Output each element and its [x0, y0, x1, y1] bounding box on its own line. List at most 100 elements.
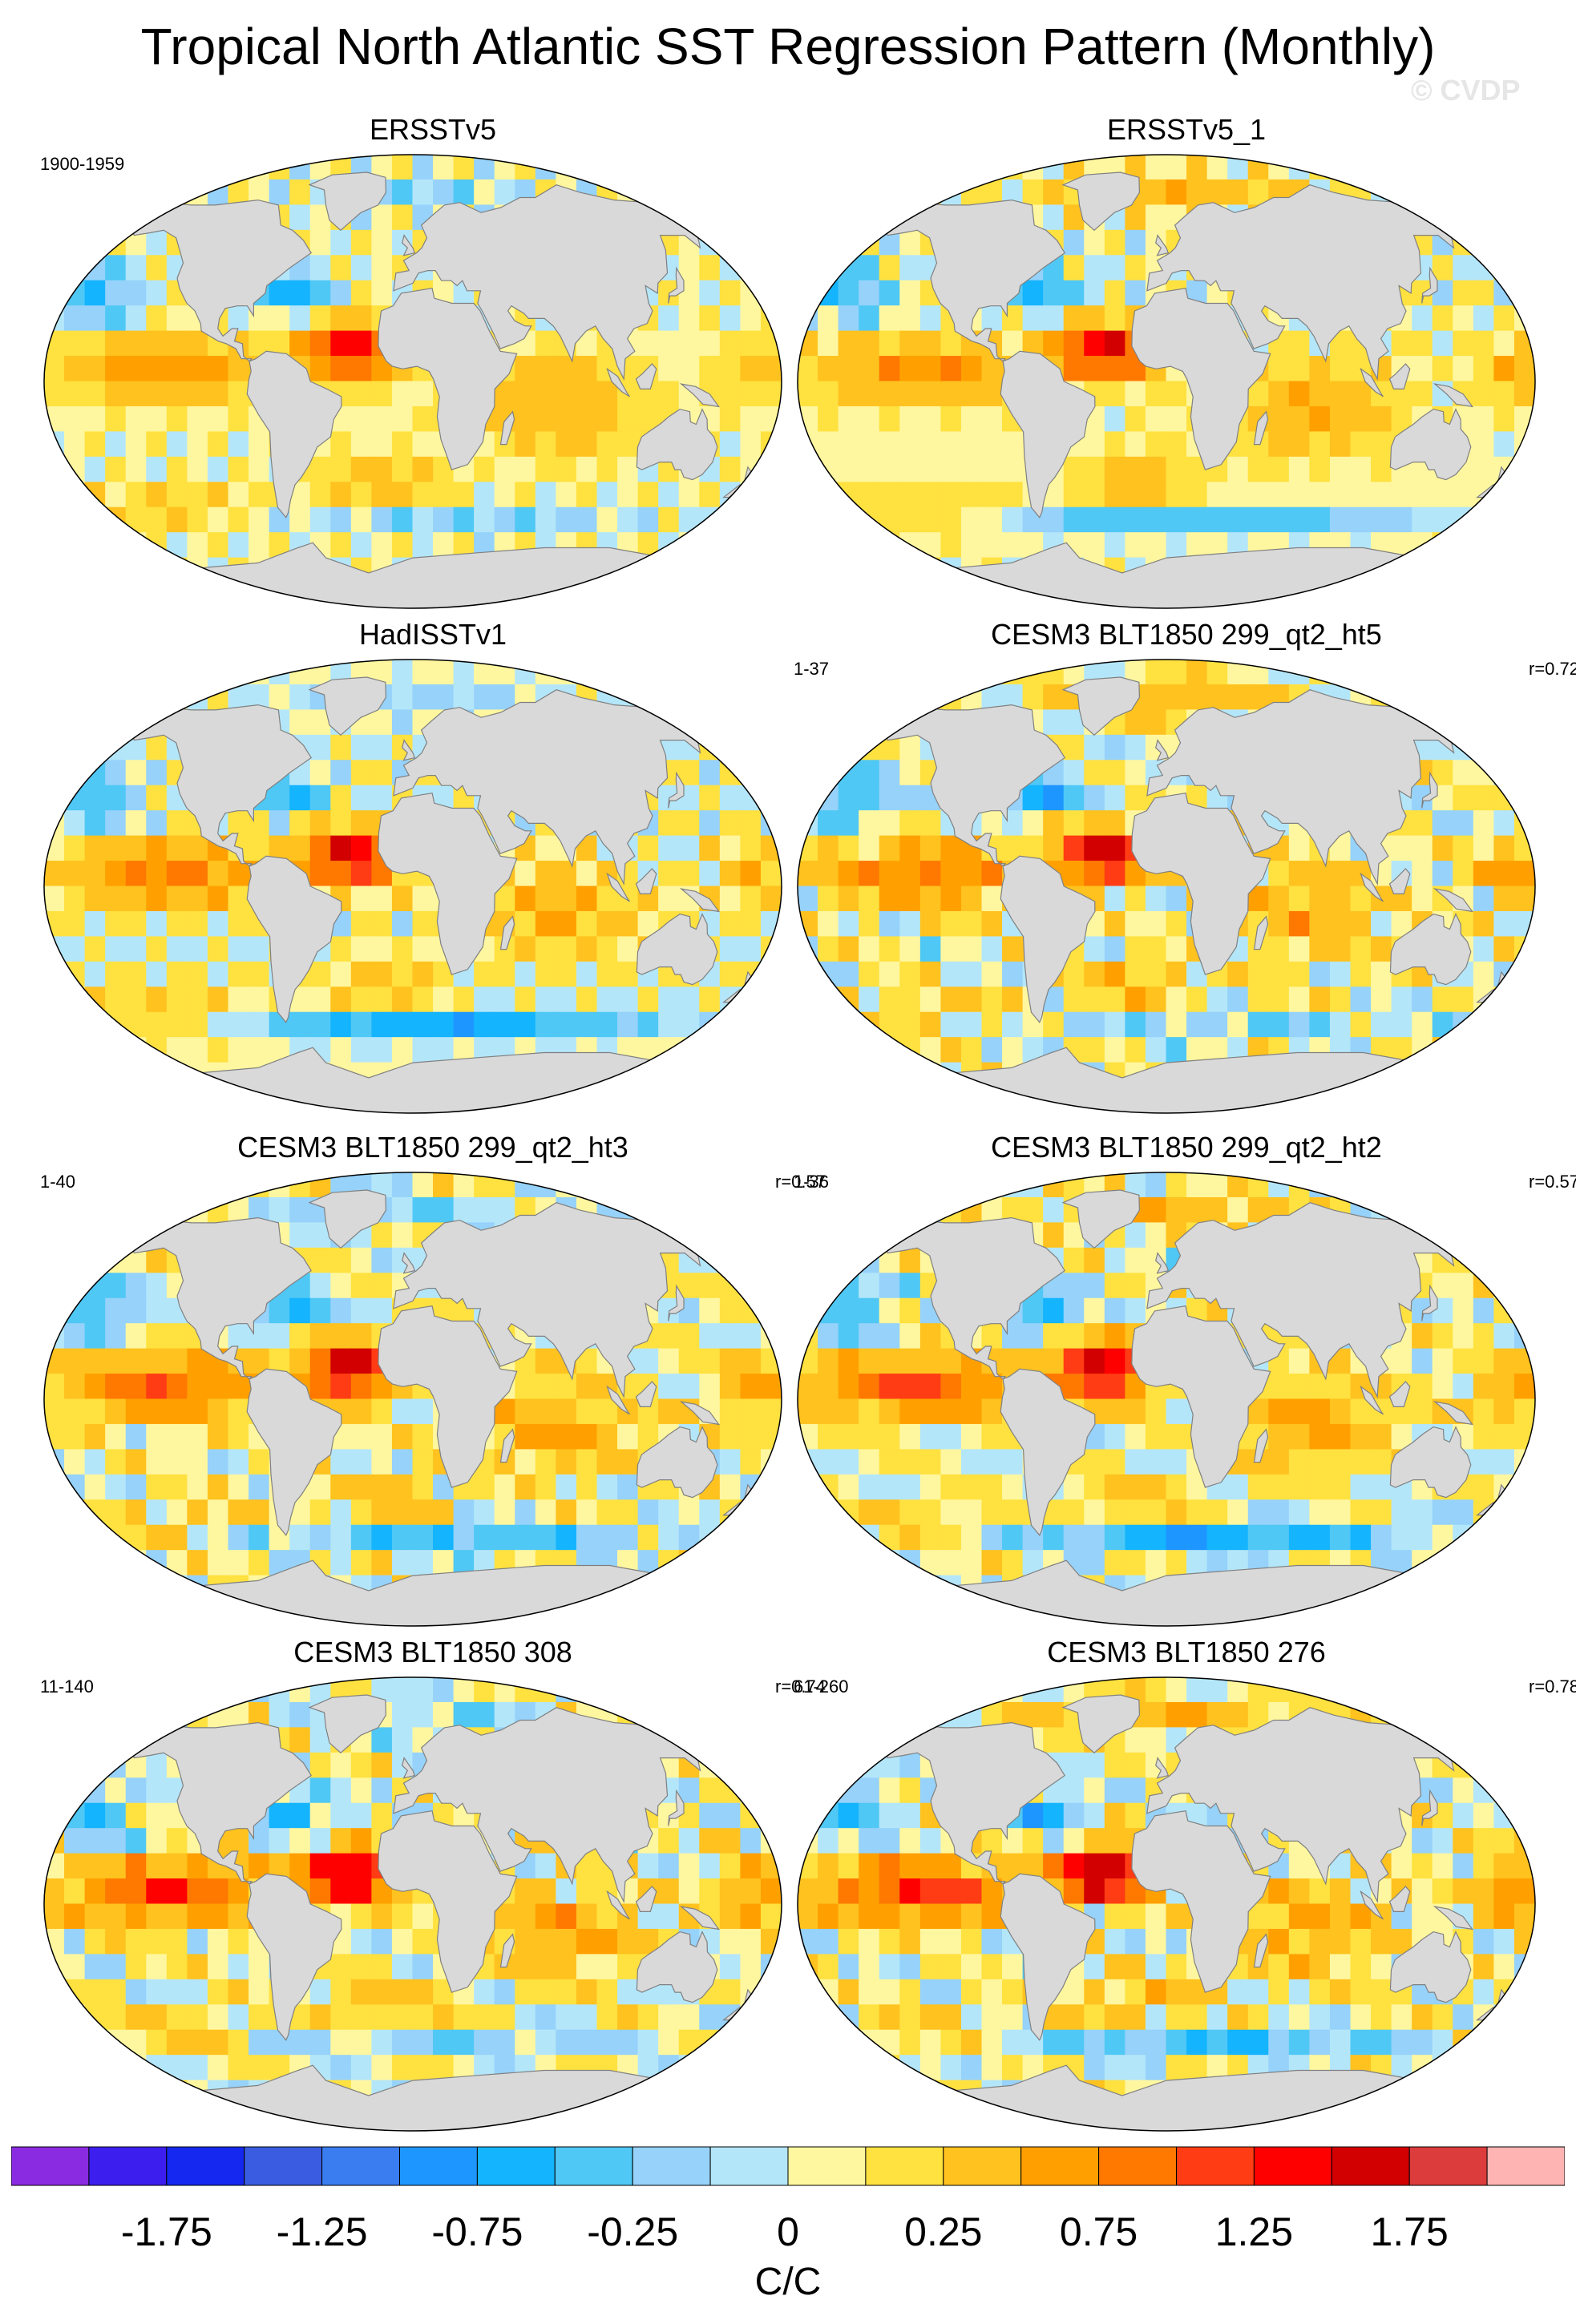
sst-cell	[309, 1474, 332, 1501]
sst-cell	[1002, 506, 1024, 534]
sst-cell	[1063, 1524, 1085, 1551]
sst-cell	[187, 2055, 208, 2081]
sst-cell	[289, 305, 311, 332]
sst-cell	[228, 2055, 250, 2081]
sst-cell	[84, 1575, 107, 1602]
sst-cell	[350, 1903, 373, 1930]
sst-cell	[412, 2055, 434, 2081]
sst-cell	[719, 1954, 742, 1980]
sst-cell	[64, 1727, 86, 1753]
sst-cell	[166, 179, 188, 206]
sst-cell	[146, 986, 168, 1013]
sst-cell	[699, 1196, 721, 1224]
sst-cell	[391, 1474, 414, 1501]
land-newGuinea	[1433, 1401, 1474, 1426]
sst-cell	[1371, 482, 1392, 508]
sst-cell	[981, 961, 1004, 988]
sst-cell	[391, 709, 414, 736]
sst-cell	[719, 1828, 742, 1854]
sst-cell	[899, 1374, 921, 1400]
sst-cell	[1043, 1524, 1065, 1551]
sst-cell	[494, 2004, 516, 2031]
sst-cell	[1432, 1701, 1454, 1729]
sst-cell	[187, 1677, 208, 1703]
sst-cell	[719, 785, 742, 812]
sst-cell	[940, 532, 962, 559]
sst-cell	[1002, 155, 1024, 180]
sst-cell	[1412, 1701, 1433, 1729]
sst-cell	[1043, 785, 1065, 812]
sst-cell	[535, 961, 557, 988]
sst-cell	[309, 280, 332, 307]
sst-cell	[1412, 1172, 1433, 1198]
sst-cell	[1166, 1499, 1188, 1526]
sst-cell	[760, 1499, 782, 1526]
sst-cell	[105, 330, 127, 357]
sst-cell	[166, 1172, 188, 1198]
sst-cell	[1309, 1374, 1331, 1400]
sst-cell	[1084, 1752, 1105, 1779]
sst-cell	[1432, 1600, 1454, 1626]
sst-cell	[1453, 155, 1474, 180]
sst-cell	[699, 660, 721, 685]
sst-cell	[678, 1575, 701, 1602]
sst-cell	[981, 506, 1004, 534]
sst-cell	[105, 583, 127, 608]
sst-cell	[1043, 1323, 1065, 1350]
sst-cell	[859, 381, 880, 407]
sst-cell	[1513, 356, 1535, 382]
sst-cell	[740, 1398, 762, 1425]
sst-cell	[940, 179, 962, 206]
sst-cell	[919, 986, 942, 1013]
sst-cell	[818, 810, 839, 837]
panel-title: CESM3 BLT1850 299_qt2_ht3	[237, 1131, 628, 1164]
sst-cell	[1084, 835, 1105, 862]
sst-cell	[1513, 660, 1535, 685]
sst-cell	[207, 431, 229, 458]
sst-cell	[719, 356, 742, 382]
sst-cell	[818, 1853, 839, 1880]
sst-cell	[1104, 431, 1126, 458]
sst-cell	[269, 785, 291, 812]
sst-cell	[207, 1550, 229, 1576]
sst-cell	[391, 2055, 414, 2081]
sst-cell	[637, 660, 660, 685]
sst-cell	[391, 660, 414, 685]
sst-cell	[879, 936, 901, 962]
sst-cell	[940, 936, 962, 962]
sst-cell	[1288, 482, 1311, 508]
sst-cell	[1063, 229, 1085, 256]
sst-cell	[576, 1449, 598, 1475]
sst-cell	[658, 2080, 680, 2107]
sst-cell	[658, 557, 680, 584]
sst-cell	[105, 660, 127, 685]
sst-cell	[760, 557, 782, 584]
sst-cell	[412, 431, 434, 458]
sst-cell	[879, 305, 901, 332]
sst-cell	[125, 1853, 147, 1880]
sst-cell	[146, 583, 168, 608]
sst-cell	[269, 684, 291, 711]
sst-cell	[960, 961, 983, 988]
land-australia	[636, 913, 718, 986]
sst-cell	[940, 1524, 962, 1551]
sst-cell	[1084, 1247, 1105, 1274]
sst-cell	[1063, 1752, 1085, 1779]
sst-cell	[576, 381, 598, 407]
sst-cell	[899, 660, 921, 685]
sst-cell	[44, 1196, 66, 1224]
sst-cell	[699, 734, 721, 761]
sst-cell	[1453, 1273, 1474, 1299]
sst-cell	[125, 1374, 147, 1400]
sst-cell	[330, 1273, 352, 1299]
sst-cell	[535, 1398, 557, 1425]
sst-cell	[719, 861, 742, 887]
sst-cell	[64, 1011, 86, 1039]
sst-cell	[1493, 255, 1515, 281]
sst-cell	[919, 1423, 942, 1450]
land-uk	[1155, 739, 1170, 761]
sst-cell	[899, 1524, 921, 1551]
sst-cell	[940, 356, 962, 382]
sst-cell	[228, 1323, 250, 1350]
sst-cell	[125, 456, 147, 483]
